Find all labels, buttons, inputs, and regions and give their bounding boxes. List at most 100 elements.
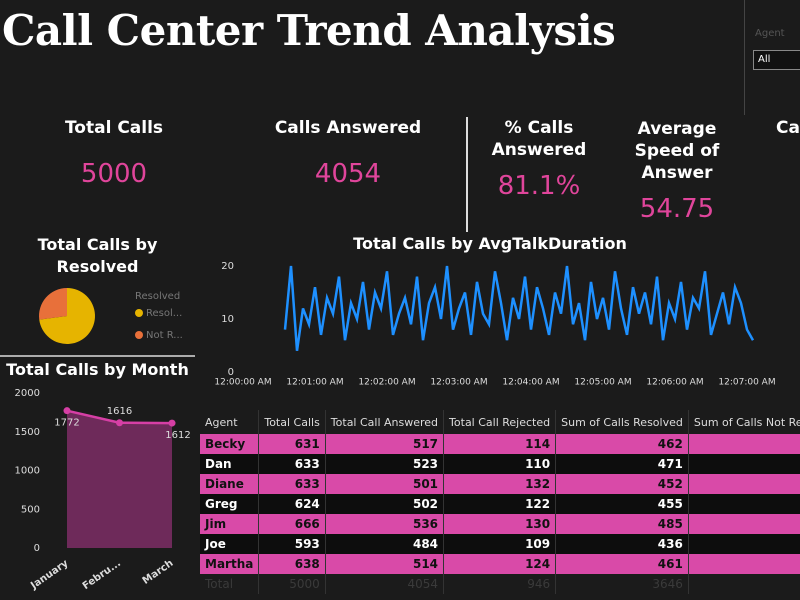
table-row: Dan633523110471162 (200, 454, 800, 474)
table-cell: Dan (200, 454, 260, 474)
chart-title: Total Calls by AvgTalkDuration (353, 234, 627, 253)
pie-slice (38, 288, 67, 320)
y-tick-label: 500 (21, 504, 40, 515)
table-cell: Becky (200, 434, 260, 454)
x-tick-label: Febru... (81, 558, 123, 592)
table-cell: 169 (688, 494, 800, 514)
table-cell: Total (200, 574, 260, 594)
column-header: Total Call Answered (325, 410, 445, 434)
table: Agent Total Calls Total Call Answered Total… (200, 410, 800, 594)
data-label: 1612 (165, 430, 190, 441)
x-tick-label: January (28, 558, 71, 592)
y-tick-label: 10 (221, 314, 234, 325)
table-cell: 946 (443, 574, 557, 594)
y-tick-label: 1000 (15, 466, 40, 477)
kpi: Average Speed of Answer 54.75 (630, 118, 724, 224)
table-cell: 631 (258, 434, 326, 454)
table-cell: 484 (325, 534, 445, 554)
table-row: Diane633501132452181 (200, 474, 800, 494)
table-cell: Greg (200, 494, 260, 514)
line-series (283, 265, 755, 351)
table-cell: 169 (688, 434, 800, 454)
table-cell: 162 (688, 454, 800, 474)
table-cell: 122 (443, 494, 557, 514)
table-cell: 181 (688, 474, 800, 494)
table-cell: 461 (555, 554, 689, 574)
total-row: Total5000405494636461354 (200, 574, 800, 594)
table-cell: 4054 (325, 574, 445, 594)
legend-swatch (135, 309, 143, 317)
table-cell: 624 (258, 494, 326, 514)
table-cell: 471 (555, 454, 689, 474)
table-cell: 157 (688, 534, 800, 554)
legend-swatch (135, 331, 143, 339)
column-header: Sum of Calls Not Resolved (688, 410, 800, 434)
data-label: 1772 (54, 418, 79, 429)
table-cell: 124 (443, 554, 557, 574)
x-tick-label: 12:00:00 AM (214, 378, 271, 388)
table-cell: 3646 (555, 574, 689, 594)
x-tick-label: 12:05:00 AM (574, 378, 631, 388)
point (63, 407, 71, 415)
kpi-label: Calls Answered (274, 118, 422, 138)
table-cell: 517 (325, 434, 445, 454)
table-cell: 638 (258, 554, 326, 574)
y-tick-label: 2000 (15, 388, 40, 399)
y-tick-label: 20 (221, 261, 234, 272)
kpi-label: Total Calls (64, 118, 164, 138)
table-cell: 455 (555, 494, 689, 514)
column-header: Sum of Calls Resolved (555, 410, 689, 434)
table-cell: Jim (200, 514, 260, 534)
table-container: Agent Total Calls Total Call Answered Total… (200, 410, 800, 600)
kpi-value: 81.1% (497, 171, 581, 201)
kpi: Calls Answered 4054 (268, 117, 428, 189)
table-row: Becky631517114462169 (200, 434, 800, 454)
area-fill (67, 410, 172, 548)
table-cell: 181 (688, 514, 800, 534)
column-header: Total Call Rejected (443, 410, 557, 434)
data-label: 1616 (107, 406, 132, 417)
x-tick-label: 12:03:00 AM (430, 378, 487, 388)
legend-label: Resol... (146, 308, 182, 319)
table-row: Martha638514124461177 (200, 554, 800, 574)
y-tick-label: 0 (34, 543, 40, 554)
table-cell: 633 (258, 454, 326, 474)
table-cell: 593 (258, 534, 326, 554)
x-tick-label: 12:07:00 AM (718, 378, 775, 388)
chart-title: Total Calls by Month (6, 360, 189, 379)
kpi-value: 4054 (314, 159, 382, 189)
slicer: Agent All (744, 0, 800, 115)
table-cell: 132 (443, 474, 557, 494)
kpi: Total Calls 5000 (44, 117, 184, 189)
table-cell: 1354 (688, 574, 800, 594)
column-header: Total Calls (258, 410, 326, 434)
chart-title: Total Calls by Resolved (37, 235, 158, 276)
table-cell: 523 (325, 454, 445, 474)
kpi-label: Average Speed of Answer (634, 119, 720, 183)
slicer-label: Agent (755, 28, 785, 39)
table-cell: 514 (325, 554, 445, 574)
table-row: Joe593484109436157 (200, 534, 800, 554)
table-cell: 130 (443, 514, 557, 534)
table-cell: Joe (200, 534, 260, 554)
x-tick-label: 12:06:00 AM (646, 378, 703, 388)
table-cell: 501 (325, 474, 445, 494)
pie-slice (39, 288, 95, 345)
table-cell: 536 (325, 514, 445, 534)
table-row: Greg624502122455169 (200, 494, 800, 514)
x-tick-label: 12:01:00 AM (286, 378, 343, 388)
table-cell: 436 (555, 534, 689, 554)
slicer-dropdown[interactable]: All (753, 50, 800, 70)
table-cell: 5000 (258, 574, 326, 594)
x-tick-label: 12:02:00 AM (358, 378, 415, 388)
kpi-value: 54.75 (639, 194, 715, 224)
kpi-value: 5000 (80, 159, 148, 189)
kpi: Cal (776, 117, 800, 139)
table-cell: 110 (443, 454, 557, 474)
legend-label: Not R... (146, 330, 183, 341)
table-cell: Diane (200, 474, 260, 494)
table-row: Jim666536130485181 (200, 514, 800, 534)
table-cell: 114 (443, 434, 557, 454)
table-cell: 666 (258, 514, 326, 534)
